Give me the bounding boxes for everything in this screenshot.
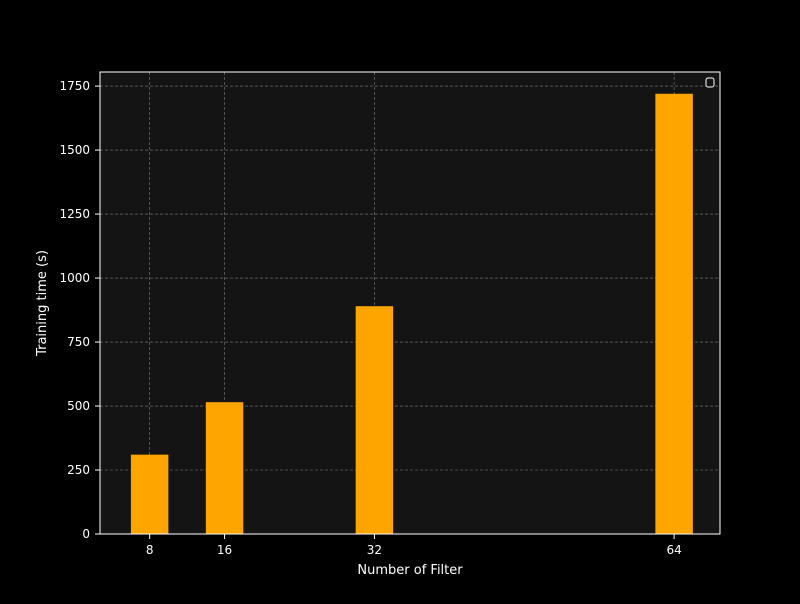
y-tick-label: 750 bbox=[67, 335, 90, 349]
y-tick-label: 250 bbox=[67, 463, 90, 477]
y-axis-label: Training time (s) bbox=[35, 250, 50, 357]
y-tick-label: 500 bbox=[67, 399, 90, 413]
axis-ticks: 8 16 32 64 0 250 500 750 1000 1250 1500 1750 bbox=[59, 79, 681, 557]
grid-lines bbox=[100, 72, 720, 535]
bar-16 bbox=[205, 402, 244, 534]
y-tick-label: 1000 bbox=[59, 271, 90, 285]
x-axis-label: Number of Filter bbox=[357, 563, 463, 578]
y-tick-label: 1750 bbox=[59, 79, 90, 93]
y-tick-label: 1500 bbox=[59, 143, 90, 157]
bar-64 bbox=[655, 93, 693, 535]
bar-8 bbox=[130, 454, 169, 534]
bar-32 bbox=[355, 306, 394, 534]
x-tick-label: 16 bbox=[217, 543, 232, 557]
bars bbox=[130, 93, 693, 535]
x-tick-label: 8 bbox=[146, 543, 154, 557]
y-tick-label: 1250 bbox=[59, 207, 90, 221]
x-tick-label: 64 bbox=[666, 543, 681, 557]
legend-box bbox=[705, 77, 715, 88]
plot-frame bbox=[99, 71, 721, 535]
y-tick-label: 0 bbox=[82, 527, 90, 541]
plot-area bbox=[100, 72, 720, 534]
x-tick-label: 32 bbox=[367, 543, 382, 557]
